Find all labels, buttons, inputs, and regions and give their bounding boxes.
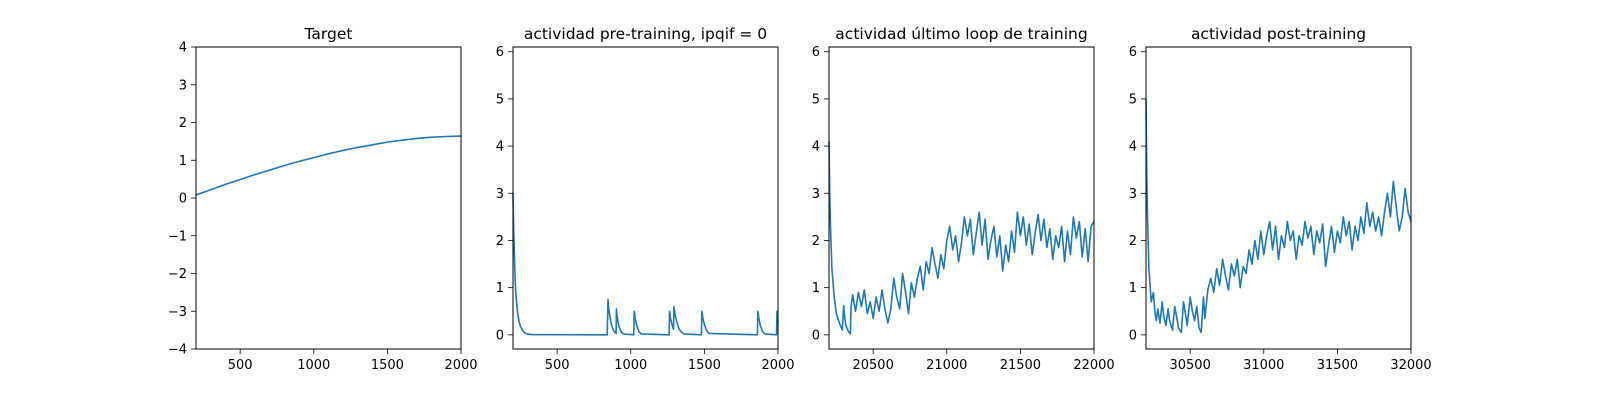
x-tick-label: 2000	[444, 358, 477, 373]
y-tick-label: 6	[1129, 45, 1137, 60]
x-axis: 500 1000 1500 2000	[228, 349, 478, 373]
y-tick-label: 5	[812, 92, 820, 107]
y-tick-label: 5	[496, 92, 504, 107]
x-tick-label: 22000	[1073, 358, 1114, 373]
y-tick-label: 1	[1129, 281, 1137, 296]
y-tick-label: 3	[812, 187, 820, 202]
y-tick-label: 1	[179, 154, 187, 169]
x-tick-label: 1000	[297, 358, 330, 373]
y-tick-label: 6	[812, 45, 820, 60]
y-axis: 0 1 2 3 4 5 6	[496, 45, 513, 343]
y-axis: 0 1 2 3 4 5 6	[812, 45, 829, 343]
y-tick-label: 4	[179, 41, 187, 56]
y-tick-label: −1	[168, 229, 187, 244]
y-tick-label: 2	[179, 116, 187, 131]
y-tick-label: −4	[168, 343, 187, 358]
axes-frame	[512, 46, 779, 350]
y-tick-label: 2	[496, 234, 504, 249]
x-tick-label: 21000	[926, 358, 967, 373]
x-tick-label: 21500	[1000, 358, 1041, 373]
y-axis: 0 1 2 3 4 5 6	[1129, 45, 1146, 343]
y-tick-label: −2	[168, 267, 187, 282]
series-line-0	[1145, 98, 1412, 334]
x-tick-label: 31000	[1243, 358, 1284, 373]
y-tick-label: 4	[812, 140, 820, 155]
x-tick-label: 30500	[1169, 358, 1210, 373]
y-tick-label: 4	[496, 140, 504, 155]
y-tick-label: 0	[1129, 328, 1137, 343]
subplot-last-training-loop: actividad último loop de training 20500 2…	[812, 25, 1115, 373]
x-axis: 500 1000 1500 2000	[545, 349, 795, 373]
y-tick-label: 3	[1129, 187, 1137, 202]
y-axis: −4 −3 −2 −1 0 1 2 3 4	[168, 41, 196, 358]
y-tick-label: −3	[168, 305, 187, 320]
subplot-title: actividad pre-training, ipqif = 0	[524, 25, 767, 43]
y-tick-label: 0	[496, 328, 504, 343]
plot-area	[512, 192, 779, 336]
subplot-title: Target	[304, 25, 353, 43]
y-tick-label: 2	[1129, 234, 1137, 249]
y-tick-label: 4	[1129, 140, 1137, 155]
y-tick-label: 6	[496, 45, 504, 60]
plot-area	[828, 140, 1095, 335]
x-axis: 20500 21000 21500 22000	[852, 349, 1115, 373]
y-tick-label: 3	[179, 78, 187, 93]
axes-frame	[1145, 46, 1412, 350]
y-tick-label: 5	[1129, 92, 1137, 107]
x-axis: 30500 31000 31500 32000	[1169, 349, 1432, 373]
series-line-0	[512, 192, 779, 336]
y-tick-label: 0	[179, 192, 187, 207]
y-tick-label: 0	[812, 328, 820, 343]
y-tick-label: 1	[496, 281, 504, 296]
subplot-target: Target 500 1000 1500 2000 −4 −3 −2 −1 0 1 2 3 4	[168, 25, 478, 373]
y-tick-label: 1	[812, 281, 820, 296]
axes-frame	[828, 46, 1095, 350]
x-tick-label: 1000	[614, 358, 647, 373]
y-tick-label: 2	[812, 234, 820, 249]
subplot-post-training: actividad post-training 30500 31000 31500 3…	[1129, 25, 1432, 373]
x-tick-label: 32000	[1390, 358, 1431, 373]
x-tick-label: 500	[545, 358, 570, 373]
x-tick-label: 500	[228, 358, 253, 373]
subplot-pre-training: actividad pre-training, ipqif = 0 500 100…	[496, 25, 795, 373]
series-line-0	[195, 135, 462, 196]
x-tick-label: 1500	[688, 358, 721, 373]
subplot-title: actividad post-training	[1191, 25, 1366, 43]
subplot-title: actividad último loop de training	[835, 25, 1087, 43]
plot-area	[195, 135, 462, 196]
x-tick-label: 31500	[1317, 358, 1358, 373]
y-tick-label: 3	[496, 187, 504, 202]
x-tick-label: 2000	[761, 358, 794, 373]
x-tick-label: 20500	[852, 358, 893, 373]
x-tick-label: 1500	[371, 358, 404, 373]
plot-area	[1145, 98, 1412, 334]
series-line-0	[828, 140, 1095, 335]
